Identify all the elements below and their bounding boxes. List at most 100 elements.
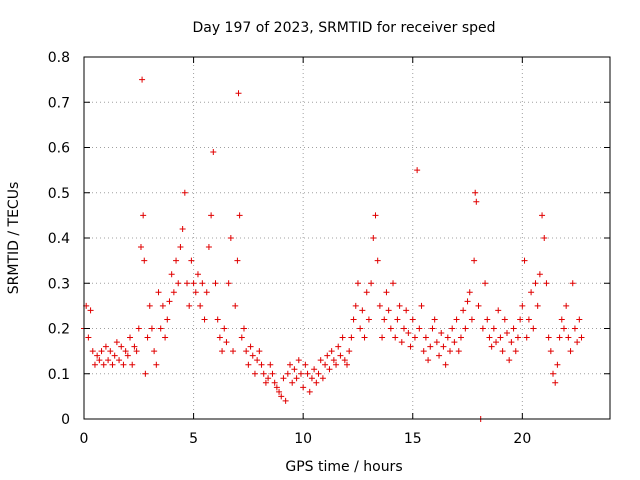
data-point: [335, 343, 342, 350]
data-point: [289, 379, 296, 386]
data-point: [212, 280, 219, 287]
data-point: [85, 334, 92, 341]
data-point: [186, 302, 193, 309]
data-point: [168, 271, 175, 278]
data-point: [475, 302, 482, 309]
data-point: [107, 348, 114, 355]
data-point: [337, 352, 344, 359]
data-point: [91, 361, 98, 368]
data-point: [405, 330, 412, 337]
data-point: [567, 348, 574, 355]
data-point: [278, 393, 285, 400]
data-point: [521, 257, 528, 264]
data-point: [236, 212, 243, 219]
data-point: [269, 370, 276, 377]
data-point: [420, 348, 427, 355]
data-point: [440, 343, 447, 350]
data-point: [381, 316, 388, 323]
data-point: [444, 334, 451, 341]
data-point: [523, 334, 530, 341]
data-point: [539, 212, 546, 219]
data-point: [407, 343, 414, 350]
data-point: [510, 325, 517, 332]
data-point: [578, 334, 585, 341]
data-point: [194, 271, 201, 278]
x-tick-label: 0: [80, 431, 89, 447]
data-point: [109, 361, 116, 368]
data-point: [232, 302, 239, 309]
data-point: [144, 334, 151, 341]
data-point: [482, 280, 489, 287]
data-point: [197, 302, 204, 309]
data-point: [87, 307, 94, 314]
data-point: [396, 302, 403, 309]
data-point: [155, 289, 162, 296]
data-point: [547, 348, 554, 355]
data-point: [400, 325, 407, 332]
data-point: [251, 370, 258, 377]
data-point: [372, 212, 379, 219]
data-point: [135, 325, 142, 332]
data-point: [142, 370, 149, 377]
data-point: [238, 334, 245, 341]
data-point: [344, 361, 350, 368]
data-point: [451, 339, 458, 346]
data-point: [223, 339, 230, 346]
data-point: [368, 280, 375, 287]
data-point: [330, 357, 337, 364]
data-point: [203, 289, 210, 296]
data-point: [493, 339, 500, 346]
data-point: [414, 167, 421, 174]
data-point: [227, 235, 234, 241]
data-point: [98, 348, 105, 355]
data-point: [319, 375, 326, 382]
data-point: [148, 325, 155, 332]
data-point: [315, 370, 322, 377]
data-point: [431, 316, 438, 323]
data-point: [201, 316, 208, 323]
data-point: [234, 257, 241, 264]
data-point: [534, 302, 541, 309]
data-point: [102, 343, 109, 350]
data-point: [466, 289, 473, 296]
y-tick-label: 0.2: [48, 322, 70, 338]
data-point: [137, 244, 144, 251]
x-tick-label: 5: [189, 431, 198, 447]
data-point: [276, 388, 283, 395]
data-point: [501, 316, 508, 323]
y-tick-label: 0.4: [48, 231, 70, 247]
data-point: [260, 370, 267, 377]
data-points: [81, 76, 585, 422]
data-point: [184, 280, 191, 287]
data-point: [339, 334, 346, 341]
data-point: [350, 316, 357, 323]
data-point: [374, 257, 381, 264]
data-point: [490, 325, 497, 332]
data-point: [574, 339, 581, 346]
x-tick-label: 10: [294, 431, 312, 447]
data-point: [230, 348, 237, 355]
data-point: [280, 375, 287, 382]
data-point: [560, 325, 567, 332]
data-point: [471, 257, 478, 264]
data-point: [308, 375, 315, 382]
data-point: [328, 348, 335, 355]
data-point: [256, 348, 263, 355]
data-point: [153, 361, 160, 368]
data-point: [447, 348, 454, 355]
data-point: [361, 334, 368, 341]
data-point: [495, 307, 502, 314]
y-axis-label: SRMTID / TECUs: [6, 182, 22, 295]
data-point: [179, 225, 186, 232]
data-point: [243, 348, 250, 355]
data-point: [177, 244, 184, 251]
data-point: [216, 334, 223, 341]
data-point: [438, 330, 445, 337]
data-point: [322, 361, 329, 368]
data-point: [569, 280, 576, 287]
data-point: [468, 316, 475, 323]
data-point: [442, 361, 449, 368]
data-point: [311, 366, 318, 373]
data-point: [571, 325, 578, 332]
data-point: [295, 357, 302, 364]
